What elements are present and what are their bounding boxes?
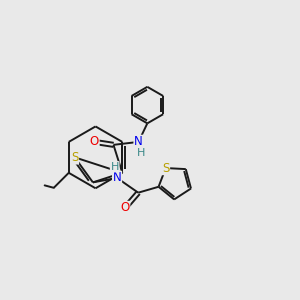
Text: N: N	[134, 135, 143, 148]
Text: H: H	[137, 148, 145, 158]
Text: N: N	[113, 172, 122, 184]
Text: O: O	[90, 135, 99, 148]
Text: S: S	[71, 151, 78, 164]
Text: H: H	[110, 162, 119, 172]
Text: O: O	[120, 202, 130, 214]
Text: S: S	[162, 162, 169, 175]
